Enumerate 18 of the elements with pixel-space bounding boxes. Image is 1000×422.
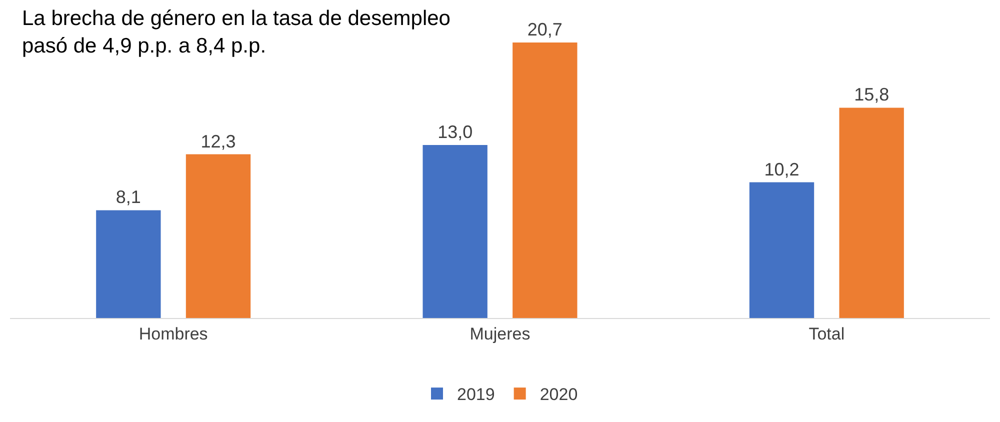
data-label: 10,2 [764, 159, 800, 180]
legend-label: 2020 [540, 385, 578, 404]
bar [512, 42, 578, 318]
x-tick-label: Total [808, 324, 845, 344]
x-tick-label: Hombres [138, 324, 208, 344]
bar [839, 108, 904, 318]
bar [186, 154, 251, 318]
data-label: 13,0 [438, 122, 473, 142]
data-label: 20,7 [527, 20, 562, 40]
data-label: 15,8 [854, 84, 890, 105]
legend-label: 2019 [457, 385, 495, 404]
bar [422, 144, 488, 318]
x-tick-label: Mujeres [470, 324, 530, 344]
bar [96, 210, 161, 318]
annotation: La brecha de género en la tasa de desempleo pasó de 4,9 p.p. a 8,4 p.p. [22, 7, 450, 58]
data-label: 12,3 [200, 131, 236, 152]
data-label: 8,1 [116, 187, 141, 208]
bar [749, 182, 814, 318]
